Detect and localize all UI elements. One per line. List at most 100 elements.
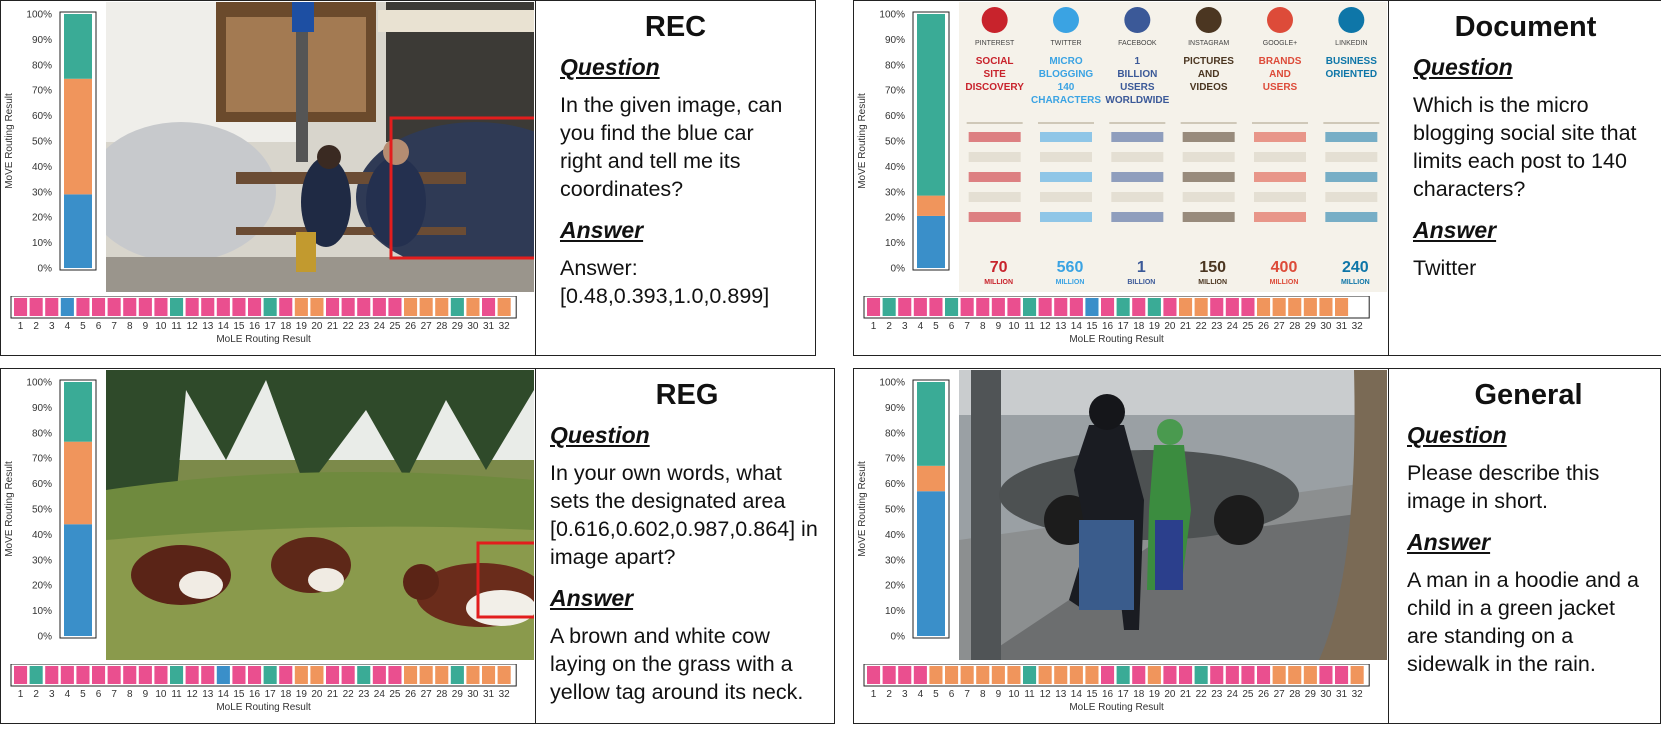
layer-index-label: 21	[327, 321, 339, 332]
layer-index-label: 28	[1289, 321, 1301, 332]
layer-cell	[450, 298, 464, 316]
layer-index-label: 12	[187, 321, 199, 332]
layer-index-label: 29	[1305, 321, 1317, 332]
stat-unit: MILLION	[1198, 279, 1227, 286]
layer-cell	[92, 666, 106, 684]
layer-cell	[482, 298, 496, 316]
info-row	[1254, 212, 1306, 222]
layer-index-label: 11	[1024, 321, 1035, 332]
layer-cell	[326, 666, 340, 684]
y-tick-label: 30%	[885, 187, 905, 198]
y-tick-label: 80%	[32, 60, 52, 71]
y-axis-label: MoVE Routing Result	[4, 461, 15, 557]
rainy-street-photo	[959, 370, 1387, 660]
layer-index-label: 21	[1180, 321, 1192, 332]
qa-box: General Question Please describe this im…	[1388, 368, 1661, 724]
headline-text: BILLION	[1117, 69, 1157, 80]
layer-index-label: 7	[964, 689, 970, 700]
layer-cell	[170, 666, 184, 684]
panel-document: MoVE Routing Result 0% 10% 20% 30% 40% 50% 60% 7…	[853, 0, 1661, 356]
y-tick-label: 90%	[885, 403, 905, 414]
layer-cell	[1303, 666, 1317, 684]
layer-cell	[1288, 298, 1302, 316]
y-tick-label: 60%	[885, 111, 905, 122]
layer-cell	[991, 666, 1005, 684]
panel-title: REC	[644, 11, 707, 43]
headline-text: 140	[1058, 82, 1075, 93]
layer-index-label: 6	[949, 689, 955, 700]
layer-index-label: 31	[483, 689, 495, 700]
y-tick-label: 10%	[885, 606, 905, 617]
layer-cell	[154, 298, 168, 316]
layer-index-label: 29	[1305, 689, 1317, 700]
info-row	[1325, 152, 1378, 162]
headline-text: MICRO	[1049, 56, 1083, 67]
question-label: Question	[1413, 54, 1513, 80]
layer-cell	[1007, 298, 1021, 316]
layer-index-label: 27	[1274, 321, 1286, 332]
y-tick-label: 50%	[32, 505, 52, 516]
layer-cell	[1101, 298, 1115, 316]
layer-cell	[185, 298, 199, 316]
layer-index-label: 18	[280, 321, 292, 332]
headline-text: BUSINESS	[1326, 56, 1377, 67]
bar-outline	[912, 11, 950, 271]
y-tick-label: 0%	[891, 632, 906, 643]
layer-cell	[92, 298, 106, 316]
info-row	[1254, 152, 1306, 162]
layer-index-label: 5	[80, 321, 86, 332]
info-row	[1254, 172, 1306, 182]
headline-text: WORLDWIDE	[1105, 95, 1169, 106]
y-tick-label: 100%	[26, 378, 52, 389]
layer-cell	[404, 298, 418, 316]
layer-index-label: 32	[1352, 321, 1364, 332]
layer-index-label: 2	[886, 689, 892, 700]
layer-index-label: 24	[374, 321, 386, 332]
y-tick-label: 10%	[32, 606, 52, 617]
layer-cell	[294, 666, 308, 684]
layer-index-label: 14	[1071, 321, 1083, 332]
layer-index-label: 20	[1164, 689, 1176, 700]
layer-cell	[1163, 298, 1177, 316]
layer-index-label: 17	[265, 689, 277, 700]
question-label: Question	[550, 422, 650, 448]
layer-cell	[1147, 298, 1161, 316]
x-axis-label: MoLE Routing Result	[1069, 334, 1164, 345]
layer-index-label: 22	[1196, 689, 1208, 700]
layer-index-label: 18	[1133, 689, 1145, 700]
layer-cell	[216, 666, 230, 684]
layer-index-label: 3	[49, 689, 55, 700]
routing-segment-blue	[64, 524, 92, 636]
layer-cell	[232, 666, 246, 684]
info-row	[1182, 132, 1235, 142]
layer-cell	[372, 298, 386, 316]
layer-index-label: 23	[358, 689, 370, 700]
y-tick-label: 70%	[885, 454, 905, 465]
layer-cell	[76, 298, 90, 316]
layer-cell	[929, 666, 943, 684]
routing-segment-orange	[64, 441, 92, 525]
layer-index-label: 16	[249, 689, 261, 700]
y-tick-label: 0%	[38, 632, 53, 643]
headline-text: AND	[1198, 69, 1220, 80]
layer-cell	[14, 666, 28, 684]
layer-cell	[929, 298, 943, 316]
bbox-rectangle	[389, 116, 534, 260]
layer-cell	[1257, 666, 1271, 684]
info-row	[1254, 192, 1306, 202]
info-row	[968, 152, 1021, 162]
layer-index-label: 19	[1149, 689, 1161, 700]
layer-cell	[201, 298, 215, 316]
layer-index-label: 20	[1164, 321, 1176, 332]
layer-index-label: 26	[405, 689, 417, 700]
layer-index-label: 4	[65, 321, 71, 332]
layer-cell	[867, 666, 881, 684]
info-row	[1254, 132, 1306, 142]
layer-cell	[138, 666, 152, 684]
cows-field-photo	[106, 370, 534, 660]
layer-index-label: 3	[902, 689, 908, 700]
layer-index-label: 7	[111, 321, 117, 332]
y-tick-label: 10%	[885, 238, 905, 249]
answer-label: Answer	[550, 585, 634, 611]
layer-cell	[419, 298, 433, 316]
